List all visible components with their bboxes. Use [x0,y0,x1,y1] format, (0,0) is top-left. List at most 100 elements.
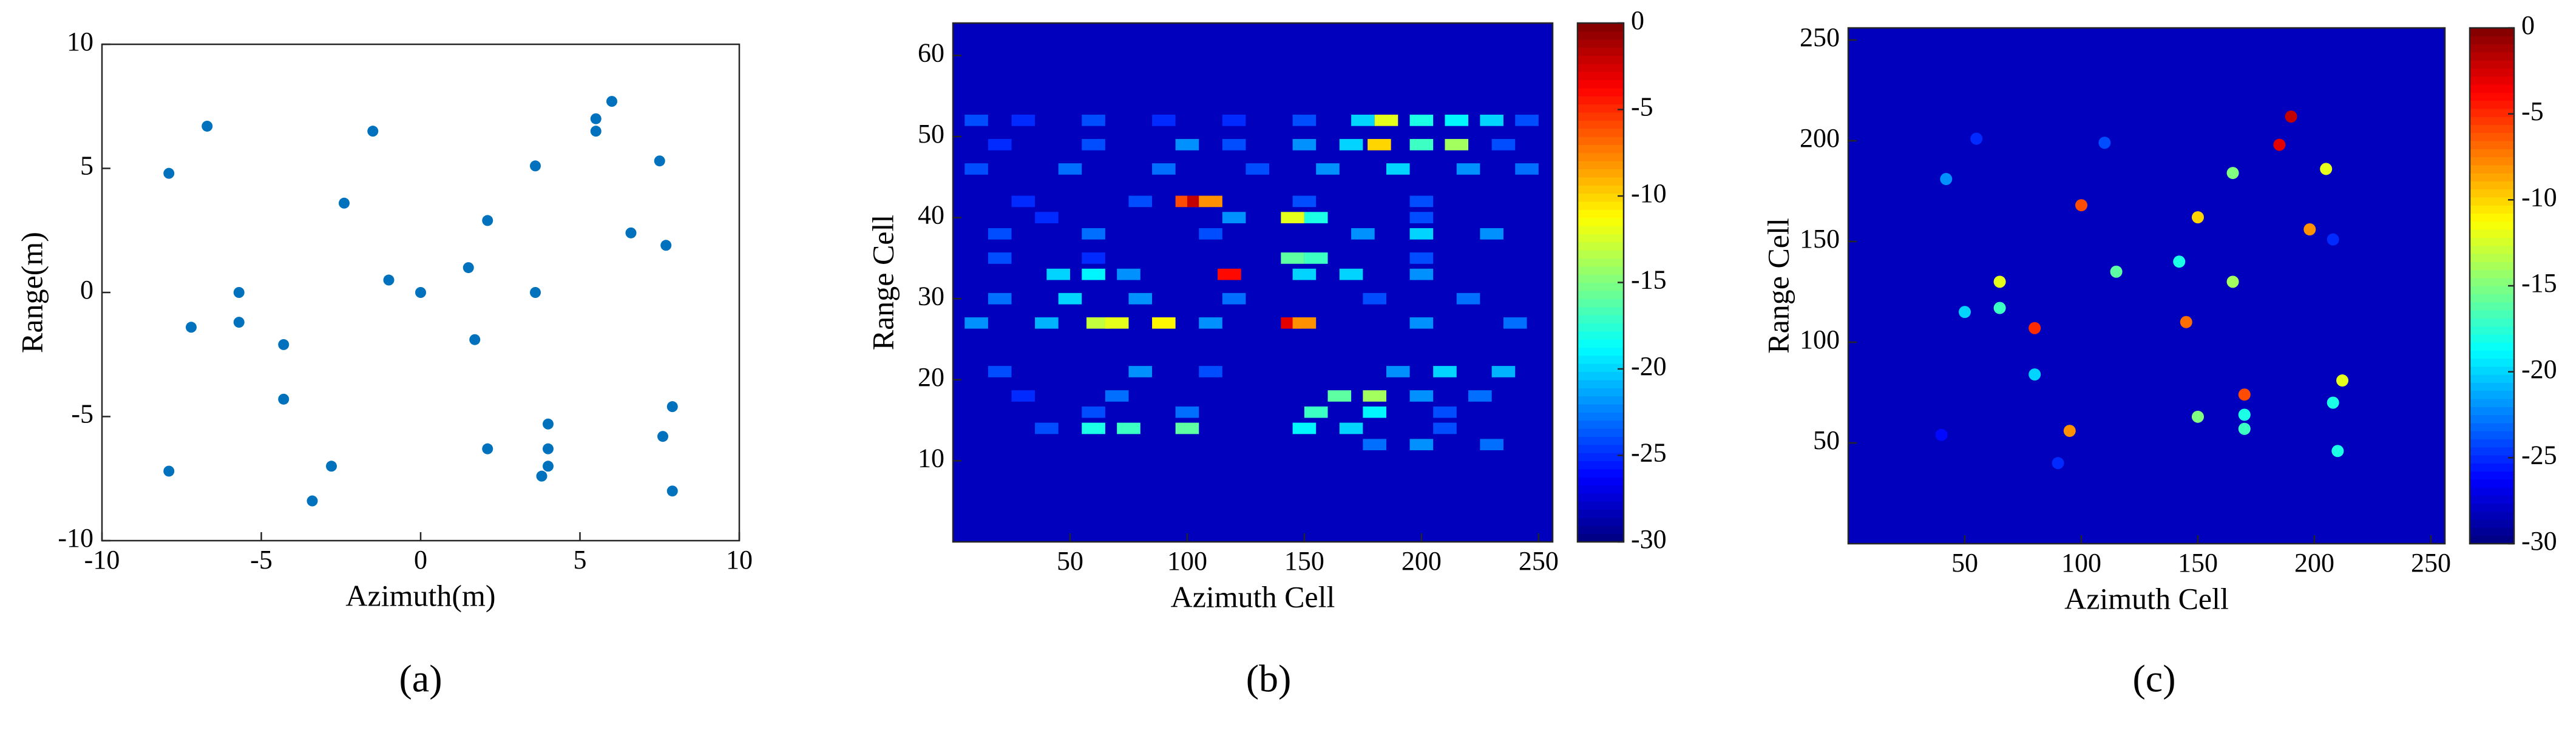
cell [1515,163,1539,175]
colorbar-step [1578,39,1624,48]
colorbar-step [2470,479,2514,488]
point [326,461,337,472]
cell [1175,406,1199,418]
colorbar-step [1578,137,1624,145]
spot [2327,396,2339,409]
cell [1222,292,1246,305]
colorbar-step [2470,205,2514,214]
colorbar-step [1578,144,1624,154]
point [530,160,541,172]
cell [1222,212,1246,223]
colorbar-step [2470,519,2514,529]
cell [964,114,988,126]
point [233,287,245,298]
colorbar-step [2470,213,2514,222]
colorbar-step [1578,161,1624,170]
colorbar-step [2470,535,2514,544]
cell [1456,292,1480,305]
cell [1011,195,1035,208]
cell [964,163,988,175]
cell [988,292,1012,305]
colorbar-step [1578,379,1624,388]
colorbar-step [1578,266,1624,275]
cell [1218,268,1241,280]
x-tick-label: 0 [414,545,427,575]
cell [1339,422,1363,434]
cell [1152,114,1176,126]
colorbar-step [1578,104,1624,113]
colorbar-step [1578,185,1624,194]
colorbar-step [2470,463,2514,472]
cell [1409,195,1434,208]
colorbar-step [1578,55,1624,64]
colorbar-step [1578,209,1624,218]
cell [1480,228,1503,240]
cell [988,228,1012,240]
y-tick-label: 10 [918,444,944,473]
cell [1363,406,1386,418]
cell [1222,114,1246,126]
colorbar-step [1578,225,1624,234]
colorbar-step [2470,318,2514,327]
spot [2336,374,2349,387]
colorbar-step [2470,503,2514,512]
colorbar-step [2470,221,2514,230]
cell [1035,422,1059,434]
colorbar-step [2470,44,2514,53]
y-tick-label: 150 [1800,224,1840,254]
colorbar-step [1578,461,1624,470]
y-axis-label: Range(m) [15,232,49,353]
colorbar-tick-label: -30 [2521,526,2557,556]
spot [2029,368,2041,381]
cell [1152,163,1176,175]
cell [1128,366,1153,377]
point [278,393,290,405]
colorbar-step [2470,447,2514,456]
colorbar-step [1578,420,1624,429]
spot [2226,275,2239,288]
colorbar-step [2470,262,2514,271]
point [367,126,379,137]
spot [2180,316,2192,328]
y-tick-label: 50 [918,119,944,149]
cell [1351,228,1375,240]
colorbar-step [2470,398,2514,407]
colorbar-step [2470,374,2514,383]
cell [1011,390,1035,402]
cell [1011,114,1035,126]
y-tick-label: 10 [67,27,93,56]
point [463,262,474,274]
x-axis-label: Azimuth Cell [1171,579,1335,613]
x-tick-label: 10 [726,545,753,575]
spot [2075,199,2087,212]
cell [1386,163,1410,175]
colorbar-step [2470,149,2514,158]
y-axis-label: Range Cell [1761,218,1795,354]
cell [1058,292,1082,305]
cell [1304,406,1328,418]
cell [1058,163,1082,175]
spot [2098,137,2111,149]
colorbar-tick-label: -30 [1631,524,1667,554]
cell [1409,439,1434,451]
y-tick-label: 60 [918,38,944,68]
point [543,443,554,454]
colorbar-tick-label: -20 [1631,351,1667,381]
cell [1046,268,1070,280]
x-tick-label: -5 [250,545,273,575]
cell [1035,317,1059,329]
point [482,215,493,226]
spot [2173,255,2186,268]
point [536,470,547,482]
cell [1082,422,1105,434]
spot [1958,306,1971,319]
x-tick-label: 100 [2061,548,2101,578]
y-axis-label: Range Cell [866,215,900,351]
point [202,120,213,132]
cell [1374,114,1398,126]
cell [1409,252,1434,264]
cell [1035,212,1059,223]
colorbar-step [1578,347,1624,356]
point [666,401,678,413]
colorbar-step [1578,355,1624,364]
